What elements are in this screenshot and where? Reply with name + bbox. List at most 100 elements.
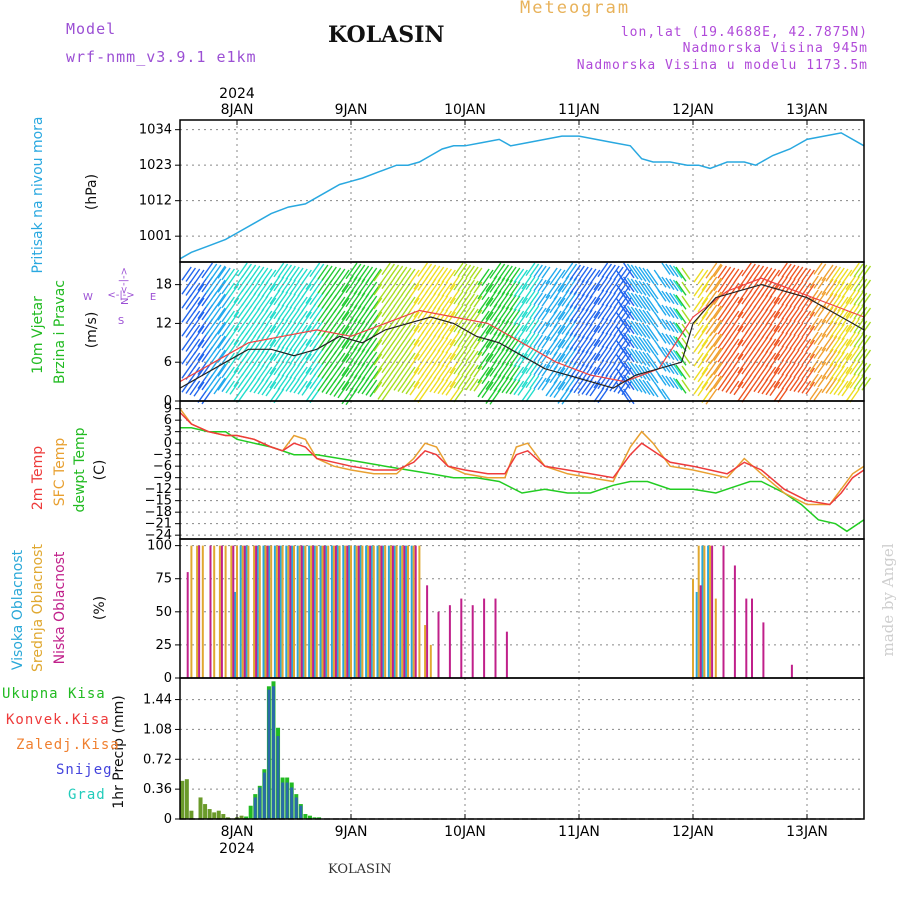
wind-barb <box>481 269 494 287</box>
wind-barb <box>377 275 387 288</box>
wind-barb <box>789 307 800 322</box>
wind-barb <box>757 364 769 380</box>
wind-barb <box>285 279 296 294</box>
wind-barb <box>385 305 395 319</box>
wind-barb <box>665 291 675 305</box>
wind-barb <box>721 336 732 350</box>
wind-barb <box>657 359 667 372</box>
wind-barb <box>445 353 456 368</box>
wind-barb <box>713 348 723 362</box>
precip-total-bar <box>244 816 249 819</box>
wind-barb <box>853 375 864 390</box>
wind-barb <box>833 379 845 396</box>
wind-barb <box>537 279 547 292</box>
wind-barb <box>517 297 528 312</box>
cloud-bar <box>196 545 199 678</box>
y-tick-label: −6 <box>153 459 172 474</box>
wind-barb <box>193 283 205 299</box>
wind-barb <box>797 379 808 393</box>
wind-barb <box>646 380 659 398</box>
wind-barb <box>241 347 252 362</box>
wind-barb <box>675 308 687 324</box>
wind-barb <box>665 305 675 319</box>
wind-barb <box>630 292 643 309</box>
wind-barb <box>825 377 838 394</box>
wind-barb <box>261 366 273 382</box>
wind-barb <box>817 375 827 388</box>
wind-barb <box>425 264 437 280</box>
wind-barb <box>257 365 269 381</box>
wind-barb <box>425 292 437 308</box>
wind-barb <box>661 276 671 289</box>
cloud-bar <box>270 545 273 678</box>
wind-barb <box>609 279 620 294</box>
wind-barb <box>305 317 317 332</box>
wind-barb <box>601 319 613 334</box>
cloud-bar <box>321 545 324 678</box>
wind-barb <box>597 262 609 278</box>
wind-barb <box>749 348 761 363</box>
y-tick-label: −9 <box>153 471 172 486</box>
wind-barb <box>181 350 192 365</box>
wind-barb <box>581 309 593 325</box>
wind-barb <box>841 353 853 369</box>
wind-barb <box>449 373 460 388</box>
wind-barb <box>501 377 513 394</box>
wind-barb <box>381 304 391 318</box>
wind-barb <box>513 338 525 354</box>
wind-barb <box>809 317 819 331</box>
wind-barb <box>634 279 647 296</box>
wind-barb <box>553 297 566 314</box>
wind-barb <box>549 310 562 328</box>
wind-barb <box>825 265 838 282</box>
wind-barb <box>189 282 201 298</box>
wind-barb <box>777 262 788 277</box>
wind-barb <box>729 310 740 325</box>
wind-barb <box>721 280 732 294</box>
wind-barb <box>449 387 460 402</box>
wind-barb <box>638 308 651 326</box>
wind-barb <box>749 362 761 377</box>
wind-barb <box>585 352 597 368</box>
wind-barb <box>773 345 784 360</box>
wind-barb <box>837 268 849 284</box>
wind-barb <box>541 280 551 293</box>
wind-barb <box>533 348 543 362</box>
y-tick-label: 1001 <box>139 229 172 244</box>
cloud-bar <box>213 545 216 678</box>
wind-barb <box>289 280 300 295</box>
wind-barb <box>389 334 400 348</box>
wind-barb <box>433 322 445 338</box>
wind-barb <box>445 311 456 326</box>
wind-barb <box>381 360 391 374</box>
wind-barb <box>789 293 800 308</box>
wind-barb <box>253 364 265 380</box>
wind-barb <box>229 297 240 311</box>
wind-barb <box>805 297 816 311</box>
wind-barb <box>777 388 788 403</box>
wind-barb <box>513 324 525 340</box>
compass-east: E <box>150 292 156 303</box>
cloud-bar <box>695 591 698 678</box>
wind-barb <box>609 265 620 280</box>
wind-barb <box>413 289 424 304</box>
wind-barb <box>297 338 308 353</box>
wind-barb <box>737 317 748 332</box>
wind-barb <box>393 363 404 377</box>
wind-barb <box>281 376 293 391</box>
wind-barb <box>393 335 404 349</box>
wind-barb <box>461 264 472 278</box>
wind-barb <box>401 295 412 310</box>
y-tick-label: 0 <box>164 812 172 827</box>
wind-barb <box>849 332 860 347</box>
wind-barb <box>749 306 761 321</box>
wind-barb <box>773 331 784 346</box>
wind-barb <box>181 280 192 295</box>
wind-barb <box>533 278 543 292</box>
wind-barb <box>693 338 704 353</box>
wind-barb <box>817 347 827 360</box>
cloud-bar <box>389 545 392 678</box>
wind-barb <box>225 324 235 338</box>
bottom-day-label: 8JAN <box>221 824 254 840</box>
wind-barb <box>681 351 691 364</box>
